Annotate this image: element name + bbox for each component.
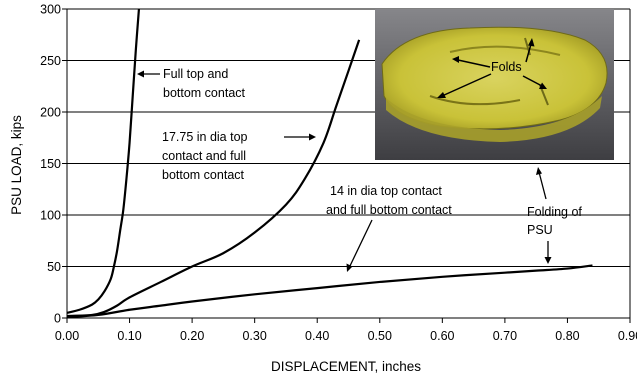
- y-tick-label: 200: [40, 106, 61, 120]
- annotation-folding-arrow-up: [538, 171, 547, 200]
- annotation-17-75-line2: contact and full: [162, 149, 246, 163]
- annotation-full-contact-line2: bottom contact: [163, 86, 246, 100]
- annotation-folds-label: Folds: [491, 60, 522, 74]
- axes: [62, 8, 631, 323]
- y-tick-label: 100: [40, 209, 61, 223]
- folds-arrowhead-down-left: [437, 92, 446, 98]
- annotation-14-line1: 14 in dia top contact: [330, 184, 442, 198]
- x-axis-title: DISPLACEMENT, inches: [271, 359, 421, 374]
- annotation-folding: Folding of PSU: [527, 167, 582, 264]
- x-tick-label: 0.60: [430, 329, 454, 343]
- series-line-1: [66, 8, 141, 314]
- x-tick-label: 0.50: [368, 329, 392, 343]
- x-tick-label: 0.90: [618, 329, 637, 343]
- y-axis-title: PSU LOAD, kips: [9, 115, 24, 215]
- x-tick-label: 0.10: [117, 329, 141, 343]
- x-tick-label: 0.30: [242, 329, 266, 343]
- annotation-17-75-line3: bottom contact: [162, 168, 245, 182]
- annotation-14-dia: 14 in dia top contact and full bottom co…: [326, 184, 452, 272]
- series-line-2: [66, 39, 361, 318]
- folds-arrowhead-right: [539, 82, 547, 89]
- folds-arrowhead-left: [452, 56, 459, 63]
- annotation-17-75-dia: 17.75 in dia top contact and full bottom…: [162, 130, 316, 182]
- x-tick-label: 0.40: [305, 329, 329, 343]
- series-line-3: [66, 264, 593, 319]
- y-tick-label: 300: [40, 3, 61, 17]
- folds-arrowhead-up: [528, 38, 535, 47]
- annotation-full-contact: Full top and bottom contact: [137, 67, 246, 100]
- annotation-full-contact-arrowhead: [137, 70, 144, 78]
- annotation-14-line2: and full bottom contact: [326, 203, 452, 217]
- annotation-14-arrow: [348, 219, 373, 269]
- annotation-folding-arrowhead-up: [536, 167, 542, 175]
- annotation-full-contact-line1: Full top and: [163, 67, 228, 81]
- annotation-14-arrowhead: [346, 263, 353, 272]
- psu-photo-inset: [375, 9, 614, 160]
- x-tick-label: 0.20: [180, 329, 204, 343]
- annotation-17-75-line1: 17.75 in dia top: [162, 130, 248, 144]
- y-tick-label: 50: [47, 260, 61, 274]
- x-tick-label: 0.70: [493, 329, 517, 343]
- annotations: Full top and bottom contact 17.75 in dia…: [137, 38, 582, 272]
- annotation-folding-line2: PSU: [527, 223, 553, 237]
- annotation-17-75-arrowhead: [309, 133, 316, 141]
- x-tick-label: 0.80: [555, 329, 579, 343]
- y-tick-label: 0: [54, 312, 61, 326]
- annotation-folding-arrowhead-down: [544, 257, 552, 264]
- x-tick-label: 0.00: [55, 329, 79, 343]
- annotation-folds: Folds: [437, 38, 547, 98]
- y-tick-label: 150: [40, 157, 61, 171]
- annotation-folding-line1: Folding of: [527, 205, 582, 219]
- data-series: [66, 8, 593, 319]
- y-tick-label: 250: [40, 54, 61, 68]
- tick-labels: 0 50 100 150 200 250 300 0.00 0.10 0.20 0.30 0.40 0.…: [40, 3, 637, 344]
- gridlines: [67, 8, 630, 319]
